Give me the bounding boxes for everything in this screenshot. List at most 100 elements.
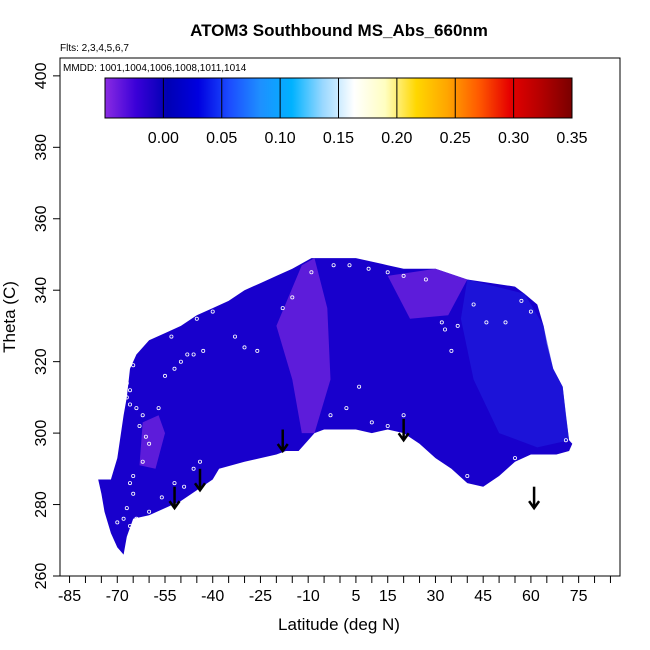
y-tick-label: 380 xyxy=(33,134,50,161)
sample-point xyxy=(197,459,202,464)
flight-arrow-head xyxy=(193,482,207,493)
sample-point xyxy=(162,373,167,378)
sample-point xyxy=(127,352,132,357)
flight-arrow-head xyxy=(276,443,289,454)
sample-point xyxy=(255,348,260,353)
sample-points xyxy=(115,263,568,529)
sample-point xyxy=(127,388,132,393)
sample-point xyxy=(563,438,568,443)
sample-point xyxy=(242,345,247,350)
sample-point xyxy=(159,495,164,500)
x-tick-label: 45 xyxy=(474,588,492,605)
sample-point xyxy=(169,334,174,339)
sample-point xyxy=(194,316,199,321)
sample-point xyxy=(232,334,237,339)
sample-point xyxy=(309,270,314,275)
sample-point xyxy=(191,466,196,471)
x-tick-label: 60 xyxy=(522,588,540,605)
sample-point xyxy=(328,413,333,418)
sample-point xyxy=(280,306,285,311)
colorbar-tick-label: 0.15 xyxy=(323,130,354,147)
sample-point xyxy=(137,423,142,428)
sample-point xyxy=(185,352,190,357)
colorbar: 0.00 0.05 0.10 0.15 0.20 0.25 0.30 0.35 xyxy=(104,77,588,147)
data-field xyxy=(98,258,573,555)
y-tick-label: 280 xyxy=(33,491,50,518)
colorbar-tick-lines xyxy=(162,78,573,118)
flight-arrows xyxy=(168,418,541,511)
sample-point xyxy=(140,459,145,464)
flight-arrow-head xyxy=(168,500,181,511)
flight-arrow-head xyxy=(397,432,410,443)
sample-point xyxy=(172,366,177,371)
sample-point xyxy=(124,381,129,386)
sample-point xyxy=(127,481,132,486)
x-axis-label: Latitude (deg N) xyxy=(278,615,400,634)
sample-point xyxy=(344,406,349,411)
y-tick-label: 260 xyxy=(33,563,50,590)
sample-point xyxy=(191,352,196,357)
x-tick-label: -25 xyxy=(249,588,272,605)
mmdd-note: MMDD: 1001,1004,1006,1008,1011,1014 xyxy=(63,63,247,74)
y-axis-label: Theta (C) xyxy=(0,281,19,353)
y-tick-label: 300 xyxy=(33,420,50,447)
sample-point xyxy=(551,291,556,296)
y-tick-label: 320 xyxy=(33,348,50,375)
x-tick-label: -10 xyxy=(297,588,320,605)
field-purple-region xyxy=(387,268,468,319)
colorbar-tick-label: 0.00 xyxy=(148,130,179,147)
sample-point xyxy=(455,323,460,328)
sample-point xyxy=(357,384,362,389)
sample-point xyxy=(124,345,129,350)
sample-point xyxy=(131,363,136,368)
sample-point xyxy=(290,295,295,300)
field-polygon xyxy=(98,258,573,555)
sample-point xyxy=(401,413,406,418)
sample-point xyxy=(178,359,183,364)
sample-point xyxy=(439,320,444,325)
y-tick-label: 360 xyxy=(33,205,50,232)
sample-point xyxy=(201,348,206,353)
sample-point xyxy=(127,402,132,407)
sample-point xyxy=(131,491,136,496)
sample-point xyxy=(115,520,120,525)
sample-point xyxy=(528,309,533,314)
sample-point xyxy=(401,273,406,278)
colorbar-tick-label: 0.25 xyxy=(440,130,471,147)
sample-point xyxy=(471,302,476,307)
sample-point xyxy=(182,484,187,489)
x-tick-label: -40 xyxy=(201,588,224,605)
sample-point xyxy=(433,459,438,464)
sample-point xyxy=(147,509,152,514)
sample-point xyxy=(147,441,152,446)
x-tick-label: 15 xyxy=(379,588,397,605)
y-tick-label: 400 xyxy=(33,62,50,89)
x-tick-label: 5 xyxy=(351,588,360,605)
sample-point xyxy=(366,266,371,271)
colorbar-tick-label: 0.35 xyxy=(556,130,587,147)
sample-point xyxy=(127,524,132,529)
sample-point xyxy=(369,420,374,425)
flight-arrow-head xyxy=(528,500,541,511)
sample-point xyxy=(124,395,129,400)
sample-point xyxy=(519,298,524,303)
sample-point xyxy=(423,277,428,282)
sample-point xyxy=(449,348,454,353)
sample-point xyxy=(121,516,126,521)
sample-point xyxy=(347,263,352,268)
field-purple-region xyxy=(276,258,331,434)
x-axis: -85 -70 -55 -40 -25 -10 5 15 30 45 60 75 xyxy=(58,576,611,605)
colorbar-tick-label: 0.20 xyxy=(381,130,412,147)
sample-point xyxy=(385,423,390,428)
sample-point xyxy=(331,263,336,268)
sample-point xyxy=(442,327,447,332)
x-tick-label: -85 xyxy=(58,588,81,605)
sample-point xyxy=(131,473,136,478)
sample-point xyxy=(143,434,148,439)
x-tick-label: -55 xyxy=(153,588,176,605)
sample-point xyxy=(124,506,129,511)
sample-point xyxy=(127,338,132,343)
sample-point xyxy=(140,413,145,418)
sample-point xyxy=(503,320,508,325)
